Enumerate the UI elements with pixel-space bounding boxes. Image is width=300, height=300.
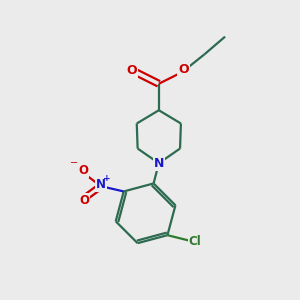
Text: Cl: Cl [189, 236, 202, 248]
Text: O: O [79, 194, 89, 207]
Text: N: N [154, 157, 164, 170]
Text: −: − [70, 158, 78, 169]
Text: O: O [178, 63, 189, 76]
Text: O: O [126, 64, 137, 77]
Text: +: + [103, 174, 111, 183]
Text: N: N [96, 178, 106, 191]
Text: O: O [78, 164, 88, 177]
